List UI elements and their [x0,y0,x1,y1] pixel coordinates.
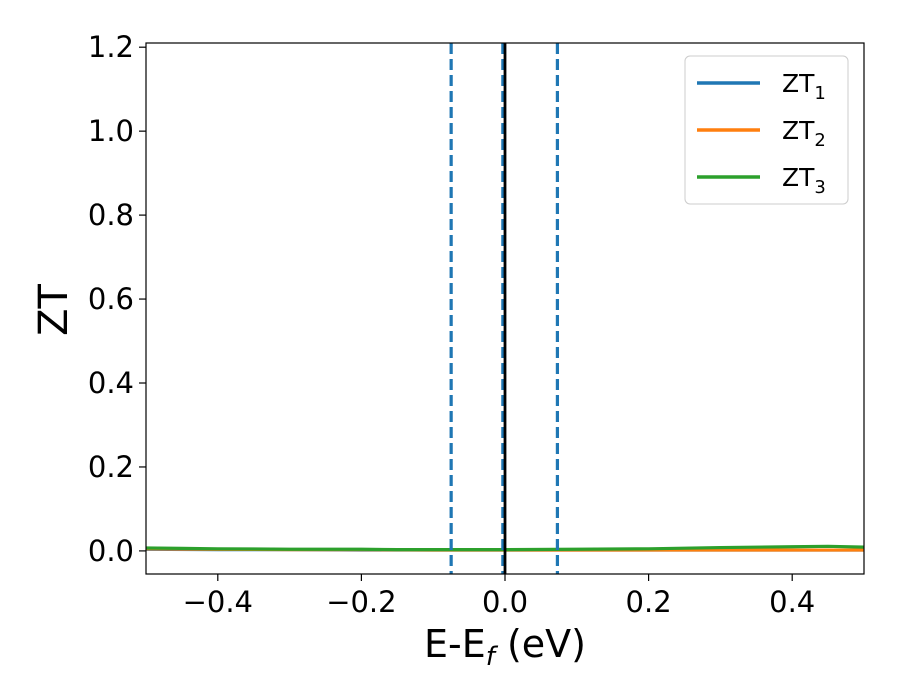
legend-label-3: ZT3 [782,163,826,198]
legend: ZT1 ZT2 ZT3 [684,55,849,205]
y-axis-label: ZT [31,284,77,336]
y-tick-label: 1.0 [88,114,134,148]
x-tick-label: 0.2 [626,585,672,619]
legend-box [684,55,849,205]
y-tick-label: 0.4 [88,366,134,400]
x-axis-label: E-Ef (eV) [424,622,586,672]
y-axis-ticks: 0.0 0.2 0.4 0.6 0.8 1.0 1.2 [88,30,146,568]
x-axis-ticks: −0.4 −0.2 0.0 0.2 0.4 [183,574,815,619]
y-tick-label: 0.2 [88,450,134,484]
x-tick-label: −0.4 [183,585,253,619]
x-tick-label: −0.2 [326,585,396,619]
legend-label-2: ZT2 [782,116,826,151]
y-tick-label: 0.8 [88,198,134,232]
y-tick-label: 0.6 [88,282,134,316]
x-tick-label: 0.4 [769,585,815,619]
y-tick-label: 1.2 [88,30,134,64]
series-line-3 [146,544,864,552]
vline-layer [449,43,560,574]
legend-label-1: ZT1 [782,69,826,104]
plot-area [146,43,864,574]
x-tick-label: 0.0 [482,585,528,619]
y-tick-label: 0.0 [88,534,134,568]
